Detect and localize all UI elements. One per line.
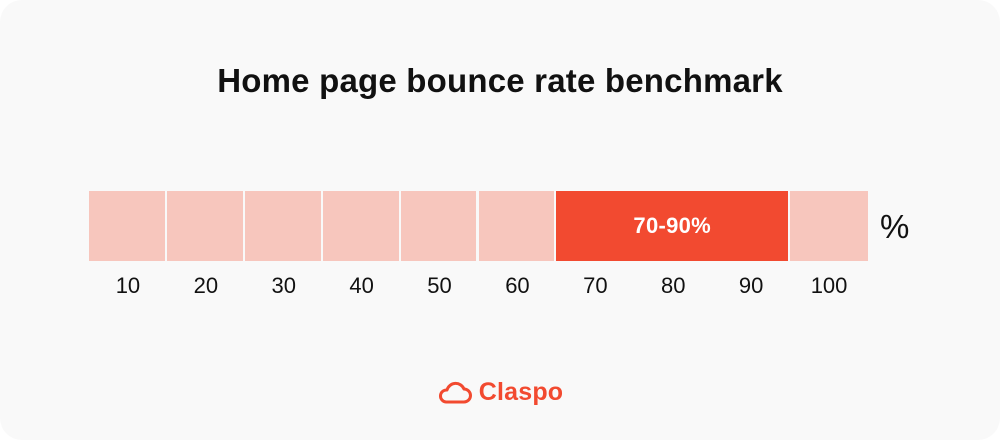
- scale-segment-30: [244, 191, 321, 261]
- tick-label-70: 70: [583, 273, 608, 298]
- scale-segment-40: [322, 191, 399, 261]
- cloud-icon: [438, 381, 472, 403]
- scale-segment-10: [89, 191, 165, 261]
- tick-label-20: 20: [193, 273, 219, 298]
- brand-name: Claspo: [478, 378, 564, 406]
- scale-segment-60: [478, 191, 555, 261]
- tick-label-40: 40: [349, 273, 374, 298]
- highlight-range: 70-90%: [556, 191, 789, 261]
- scale-segment-100: [790, 191, 868, 261]
- tick-label-80: 80: [661, 273, 686, 298]
- scale-segment-20: [166, 191, 243, 261]
- brand-logo[interactable]: Claspo: [0, 378, 1000, 407]
- unit-label: %: [880, 208, 910, 245]
- chart-title: Home page bounce rate benchmark: [217, 62, 783, 99]
- tick-label-60: 60: [505, 273, 530, 298]
- tick-label-50: 50: [427, 273, 452, 298]
- tick-label-30: 30: [271, 273, 296, 298]
- tick-label-10: 10: [115, 273, 141, 298]
- scale-segment-50: [400, 191, 477, 261]
- tick-label-90: 90: [738, 273, 764, 298]
- tick-label-100: 100: [810, 273, 848, 298]
